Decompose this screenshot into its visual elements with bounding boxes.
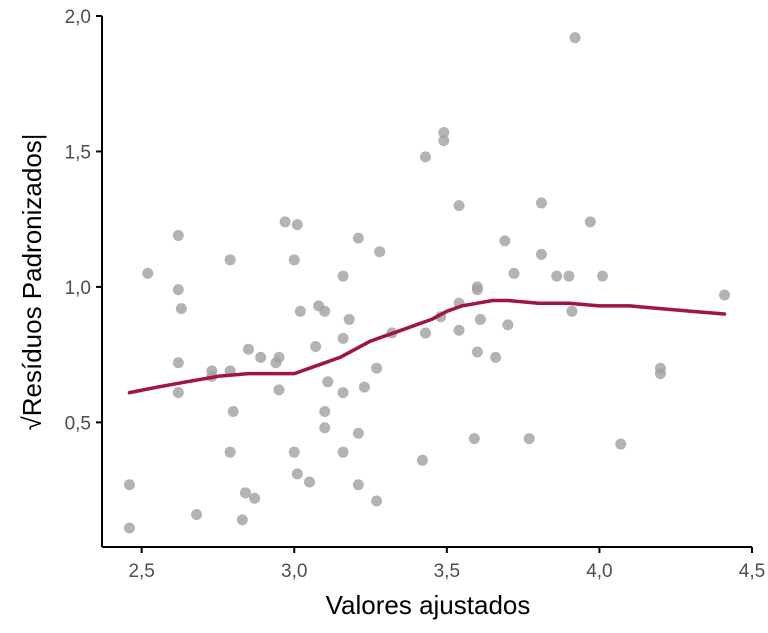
data-point: [236, 514, 248, 526]
y-axis-title-sqrt: √: [17, 416, 47, 431]
data-point: [416, 454, 428, 466]
data-point: [358, 381, 370, 393]
data-point: [453, 324, 465, 336]
data-point: [288, 446, 300, 458]
data-point: [227, 406, 239, 418]
data-point: [255, 351, 267, 363]
data-point: [142, 267, 154, 279]
data-point: [719, 289, 731, 301]
data-point: [502, 319, 514, 331]
data-point: [319, 422, 331, 434]
data-point: [319, 406, 331, 418]
y-tick-label: 0,5: [65, 413, 91, 434]
smoothed-trend-line: [127, 298, 727, 395]
x-tick-label: 4,0: [586, 561, 612, 582]
data-point: [191, 508, 203, 520]
points-layer: [123, 32, 731, 534]
data-point: [172, 229, 184, 241]
data-point: [224, 254, 236, 266]
y-axis-title: √Resíduos Padronizados|: [17, 133, 47, 430]
data-point: [273, 351, 285, 363]
data-point: [596, 270, 608, 282]
data-point: [490, 351, 502, 363]
data-point: [419, 327, 431, 339]
data-point: [569, 32, 581, 44]
data-point: [310, 341, 322, 353]
data-point: [322, 376, 334, 388]
data-point: [242, 343, 254, 355]
data-point: [291, 468, 303, 480]
data-point: [319, 305, 331, 317]
data-point: [551, 270, 563, 282]
data-point: [352, 427, 364, 439]
y-tick-label: 1,5: [65, 142, 91, 163]
data-point: [584, 216, 596, 228]
y-axis-title-text: Resíduos Padronizados|: [17, 133, 47, 416]
data-point: [471, 346, 483, 358]
data-point: [123, 479, 135, 491]
data-point: [566, 305, 578, 317]
data-point: [291, 219, 303, 231]
data-point: [224, 446, 236, 458]
data-point: [508, 267, 520, 279]
data-point: [288, 254, 300, 266]
data-point: [279, 216, 291, 228]
data-point: [249, 492, 261, 504]
x-tick-label: 4,5: [739, 561, 765, 582]
data-point: [343, 313, 355, 325]
data-point: [438, 135, 450, 147]
data-point: [468, 433, 480, 445]
data-point: [474, 313, 486, 325]
data-point: [337, 332, 349, 344]
data-point: [175, 303, 187, 315]
data-point: [172, 357, 184, 369]
data-point: [471, 284, 483, 296]
data-point: [438, 126, 450, 138]
y-tick-label: 1,0: [65, 278, 91, 299]
data-point: [374, 246, 386, 258]
y-tick-label: 2,0: [65, 7, 91, 28]
data-point: [239, 487, 251, 499]
data-point: [453, 200, 465, 212]
x-axis-title: Valores ajustados: [326, 590, 531, 620]
data-point: [352, 479, 364, 491]
data-point: [523, 433, 535, 445]
x-tick-label: 2,5: [128, 561, 154, 582]
data-point: [294, 305, 306, 317]
data-point: [352, 232, 364, 244]
data-point: [273, 384, 285, 396]
data-point: [535, 197, 547, 209]
data-point: [535, 248, 547, 260]
data-point: [172, 387, 184, 399]
data-point: [172, 284, 184, 296]
data-point: [304, 476, 316, 488]
data-point: [371, 495, 383, 507]
data-point: [499, 235, 511, 247]
data-point: [654, 368, 666, 380]
data-point: [337, 270, 349, 282]
y-axis-ticks: 0,5 1,0 1,5 2,0: [65, 7, 102, 434]
data-point: [123, 522, 135, 534]
x-axis-ticks: 2,5 3,0 3,5 4,0 4,5: [128, 547, 765, 582]
data-point: [615, 438, 627, 450]
x-tick-label: 3,0: [281, 561, 307, 582]
data-point: [563, 270, 575, 282]
data-point: [337, 387, 349, 399]
x-tick-label: 3,5: [434, 561, 460, 582]
data-point: [337, 446, 349, 458]
data-point: [419, 151, 431, 163]
data-point: [371, 362, 383, 374]
